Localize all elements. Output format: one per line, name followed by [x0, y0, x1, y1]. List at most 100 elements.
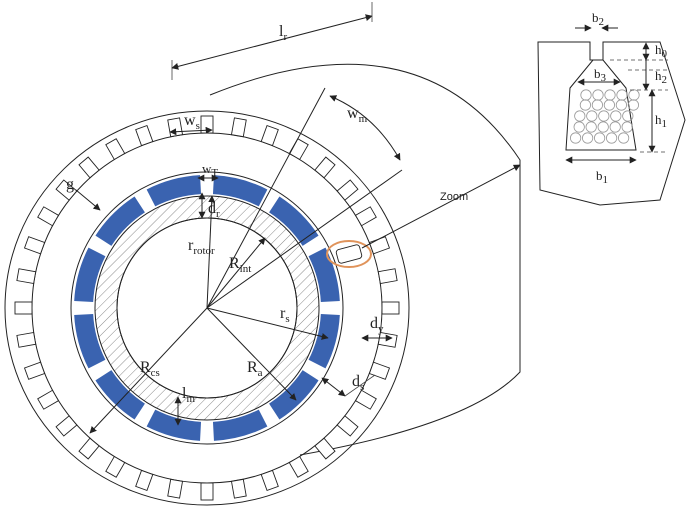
- slot-wire: [593, 132, 606, 144]
- label-wm: wm: [347, 105, 368, 125]
- slot-wire: [616, 89, 628, 101]
- label-rs: rs: [280, 305, 290, 325]
- stator-slot: [167, 478, 184, 499]
- stator-slot: [105, 138, 126, 161]
- rotor-magnet: [146, 409, 202, 441]
- stator-slot: [14, 301, 33, 315]
- rotor-magnet: [308, 313, 340, 369]
- label-b1: b1: [596, 168, 608, 186]
- label-h1: h1: [655, 112, 667, 130]
- slot-wire: [609, 121, 621, 133]
- stator-slot: [105, 455, 126, 478]
- stator-slots: [14, 115, 400, 501]
- label-ra: Ra: [247, 359, 263, 379]
- stator-slot: [288, 455, 309, 478]
- slot-wire: [573, 121, 585, 133]
- label-dy: dy: [370, 315, 384, 335]
- label-rcs: Rcs: [140, 359, 160, 379]
- label-h2: h2: [655, 68, 667, 86]
- rotor-magnet: [74, 313, 106, 369]
- rotor-magnet: [308, 247, 340, 303]
- slot-wire: [586, 110, 598, 122]
- stator-slot: [16, 268, 37, 285]
- stator-outer-circle: [4, 110, 410, 506]
- stator-slot: [55, 179, 78, 201]
- label-b3: b3: [594, 66, 607, 84]
- air-gap-circle: [70, 171, 344, 445]
- slot-wire: [597, 121, 609, 133]
- stator-slot: [78, 156, 100, 179]
- slot-wire: [581, 132, 594, 144]
- slot-wire: [617, 132, 630, 144]
- dimension-lines: [75, 2, 521, 434]
- slot-wire: [604, 89, 616, 101]
- slot-wire: [627, 99, 640, 111]
- label-ds: ds: [352, 373, 364, 393]
- highlighted-slot: [326, 240, 372, 268]
- slot-zoom-detail: [537, 24, 686, 206]
- label-rint: Rint: [229, 255, 251, 275]
- label-b2: b2: [592, 10, 604, 28]
- label-ws: ws: [184, 112, 200, 132]
- rotor-magnet: [212, 409, 268, 441]
- rotor-inner-circle: [116, 217, 298, 399]
- stator-slot: [354, 206, 377, 227]
- label-wt: wT: [202, 161, 218, 179]
- stator-slot: [37, 389, 60, 410]
- stator-slot: [23, 361, 46, 380]
- rotor-magnet: [212, 175, 268, 207]
- label-h0: h0: [655, 42, 668, 60]
- stator-slot: [23, 236, 46, 255]
- stator-slot: [78, 437, 100, 460]
- rotor-magnets: [74, 175, 340, 441]
- label-lr: lr: [279, 23, 287, 43]
- slot-wire: [580, 89, 592, 101]
- slot-wire: [579, 99, 592, 111]
- stator-slot: [336, 415, 359, 437]
- stator-slot: [230, 117, 247, 138]
- slot-wire: [574, 110, 586, 122]
- stator-slot: [314, 156, 336, 179]
- rotor-magnet: [95, 196, 145, 246]
- label-dr: dr: [208, 200, 220, 220]
- rotor-magnet: [146, 175, 202, 207]
- rotor-magnet: [269, 196, 319, 246]
- stator-slot: [16, 331, 37, 348]
- stator-slot: [37, 206, 60, 227]
- slot-wire: [605, 132, 618, 144]
- slot-wire: [569, 132, 582, 144]
- cross-section: [4, 110, 410, 506]
- label-zoom: Zoom: [440, 191, 468, 203]
- label-lm: lm: [182, 385, 195, 405]
- slot-wires: [569, 89, 640, 144]
- slot-wire: [598, 110, 610, 122]
- label-rrotor: rrotor: [188, 237, 215, 257]
- stator-slot: [135, 469, 154, 492]
- stator-slot: [336, 179, 359, 201]
- stator-slot: [135, 124, 154, 147]
- stator-slot: [200, 482, 214, 501]
- stator-slot: [354, 389, 377, 410]
- stator-slot: [377, 268, 398, 285]
- stator-slot: [55, 415, 78, 437]
- slot-wire: [603, 99, 616, 111]
- slot-wire: [610, 110, 622, 122]
- stator-slot: [230, 478, 247, 499]
- stator-slot: [381, 301, 400, 315]
- stator-slot: [167, 117, 184, 138]
- slot-wire: [622, 110, 634, 122]
- stator-slot: [314, 437, 336, 460]
- rotor-magnet: [95, 370, 145, 420]
- stator-slot: [260, 124, 279, 147]
- slot-wire: [628, 89, 640, 101]
- stator-slot: [260, 469, 279, 492]
- labels: lr wm ws wT g dr rrotor Rint rs dy Rcs R…: [66, 10, 668, 405]
- slot-wire: [592, 89, 604, 101]
- slot-wire: [621, 121, 633, 133]
- slot-wire: [585, 121, 597, 133]
- rotor-magnet: [74, 247, 106, 303]
- slot-wire: [615, 99, 628, 111]
- label-g: g: [66, 176, 74, 193]
- slot-wire: [591, 99, 604, 111]
